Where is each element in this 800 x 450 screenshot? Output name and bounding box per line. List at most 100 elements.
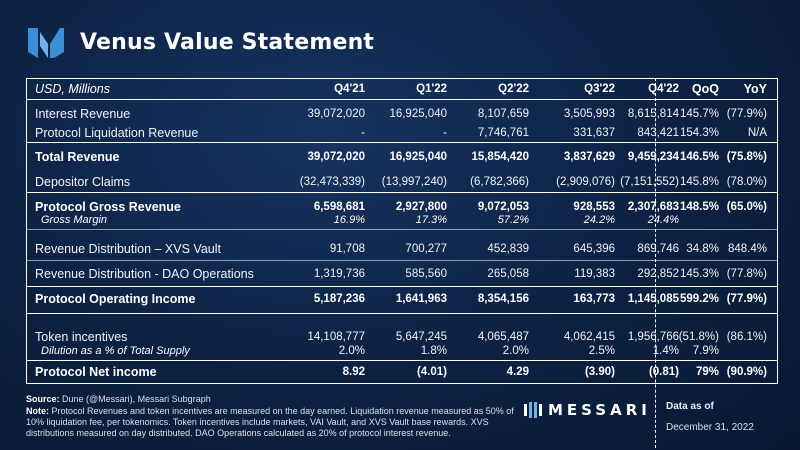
table-cell: 39,072,020: [307, 151, 365, 163]
table-cell: 5,647,245: [395, 331, 447, 343]
row-label: Depositor Claims: [35, 175, 131, 189]
divider: [27, 360, 777, 361]
header: Venus Value Statement: [26, 22, 374, 62]
col-header: QoQ: [691, 82, 719, 96]
table-cell: 452,839: [487, 243, 529, 255]
messari-wordmark: MESSARI: [548, 401, 651, 419]
note-label: Note:: [26, 406, 49, 416]
row-label: Protocol Gross Revenue: [35, 200, 181, 214]
table-cell: (77.9%): [726, 108, 767, 120]
column-separator: [655, 78, 656, 448]
table-row: Dilution as a % of Total Supply 2.0% 1.8…: [27, 344, 777, 358]
table-cell: 9,072,053: [477, 201, 529, 213]
page-title: Venus Value Statement: [80, 29, 375, 55]
table-row: Depositor Claims (32,473,339) (13,997,24…: [27, 173, 777, 191]
table-cell: 14,108,777: [307, 331, 365, 343]
table-row: Token incentives 14,108,777 5,647,245 4,…: [27, 328, 777, 346]
source-line: Source: Dune (@Messari), Messari Subgrap…: [26, 394, 211, 404]
table-cell: 6,598,681: [313, 201, 365, 213]
note-line: Note: Protocol Revenues and token incent…: [26, 406, 516, 439]
row-label: Protocol Liquidation Revenue: [35, 126, 199, 140]
divider: [27, 313, 777, 314]
table-row: Total Revenue 39,072,020 16,925,040 15,8…: [27, 148, 777, 166]
table-row: Protocol Gross Revenue 6,598,681 2,927,8…: [27, 198, 777, 216]
table-cell: 148.5%: [679, 201, 719, 213]
table-cell: 145.3%: [679, 268, 719, 280]
table-cell: 16.9%: [333, 214, 365, 226]
table-cell: 1,145,085: [627, 293, 679, 305]
table-cell: (77.8%): [726, 268, 767, 280]
table-cell: 645,396: [573, 243, 615, 255]
table-cell: 2.0%: [502, 345, 529, 357]
table-cell: (86.1%): [726, 331, 767, 343]
table-row: Protocol Operating Income 5,187,236 1,64…: [27, 290, 777, 308]
table-cell: 154.3%: [679, 127, 719, 139]
row-label: Protocol Operating Income: [35, 292, 196, 306]
table-row: Protocol Liquidation Revenue - - 7,746,7…: [27, 124, 777, 142]
table-cell: N/A: [747, 127, 767, 139]
table-cell: 1.8%: [420, 345, 447, 357]
table-cell: 24.2%: [583, 214, 615, 226]
col-header: Q3'22: [584, 83, 615, 95]
col-header: Q2'22: [498, 83, 529, 95]
table-cell: 1,956,766: [627, 331, 679, 343]
venus-logo-icon: [28, 28, 64, 58]
table-cell: 7.9%: [692, 345, 719, 357]
table-cell: 8.92: [342, 366, 365, 378]
table-cell: 4,065,487: [477, 331, 529, 343]
divider: [27, 260, 777, 261]
table-row: Revenue Distribution – XVS Vault 91,708 …: [27, 240, 777, 258]
table-cell: 265,058: [487, 268, 529, 280]
row-label: Dilution as a % of Total Supply: [41, 345, 190, 357]
table-cell: (78.0%): [726, 176, 767, 188]
table-cell: 7,746,761: [477, 127, 529, 139]
table-cell: 15,854,420: [471, 151, 529, 163]
source-label: Source:: [26, 394, 60, 404]
table-cell: 34.8%: [686, 243, 719, 255]
row-label: Token incentives: [35, 330, 128, 344]
table-cell: (65.0%): [726, 201, 767, 213]
table-cell: 4.29: [506, 366, 529, 378]
table-cell: 8,354,156: [477, 293, 529, 305]
table-cell: 585,560: [405, 268, 447, 280]
data-as-of-date: December 31, 2022: [666, 422, 754, 433]
table-cell: 146.5%: [679, 151, 719, 163]
table-cell: 2.0%: [338, 345, 365, 357]
table-cell: 5,187,236: [313, 293, 365, 305]
data-as-of-label: Data as of: [666, 401, 714, 412]
table-cell: (13,997,240): [381, 176, 447, 188]
table-cell: 39,072,020: [307, 108, 365, 120]
col-header: Q4'21: [334, 83, 365, 95]
divider: [27, 142, 777, 143]
table-cell: 869,746: [637, 243, 679, 255]
divider: [27, 192, 777, 193]
table-cell: (7,151,552): [620, 176, 679, 188]
table-cell: -: [361, 127, 365, 139]
units-label: USD, Millions: [35, 82, 111, 96]
col-header: Q1'22: [416, 83, 447, 95]
table-cell: (51.8%): [678, 331, 719, 343]
divider: [27, 229, 777, 230]
table-cell: (2,909,076): [556, 176, 615, 188]
table-cell: 1,641,963: [395, 293, 447, 305]
table-cell: 700,277: [405, 243, 447, 255]
table-cell: 9,459,234: [627, 151, 679, 163]
table-cell: 3,837,629: [563, 151, 615, 163]
table-cell: 57.2%: [497, 214, 529, 226]
table-row: Revenue Distribution - DAO Operations 1,…: [27, 265, 777, 283]
table-cell: 2,307,683: [627, 201, 679, 213]
messari-mark-icon: [524, 402, 542, 418]
table-cell: 119,383: [574, 268, 615, 280]
table-cell: 928,553: [573, 201, 615, 213]
row-label: Protocol Net income: [35, 365, 157, 379]
table-cell: 4,062,415: [563, 331, 615, 343]
table-cell: 8,615,814: [627, 108, 679, 120]
table-row: Gross Margin 16.9% 17.3% 57.2% 24.2% 24.…: [27, 213, 777, 227]
col-header: Q4'22: [648, 83, 679, 95]
table-cell: 599.2%: [679, 293, 719, 305]
table-cell: 24.4%: [647, 214, 679, 226]
messari-logo: MESSARI: [524, 401, 651, 419]
row-label: Revenue Distribution - DAO Operations: [35, 267, 254, 281]
col-header: YoY: [743, 82, 767, 96]
table-cell: 91,708: [329, 243, 365, 255]
